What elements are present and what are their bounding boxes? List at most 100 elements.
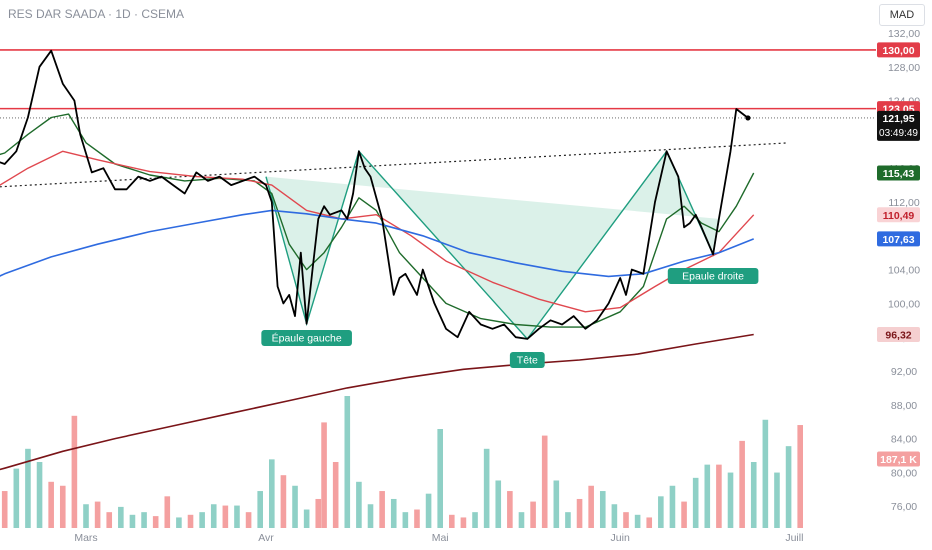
- volume-bar: [750, 462, 757, 528]
- volume-bar: [13, 468, 20, 528]
- volume-bar: [390, 498, 397, 528]
- price-line: [0, 49, 751, 340]
- volume-bar: [187, 514, 194, 528]
- axis-value-labels: 130,00123,05121,9503:49:49115,43110,4910…: [877, 42, 920, 467]
- volume-bar: [437, 429, 443, 528]
- volume-bar: [785, 446, 792, 528]
- volume-bar: [106, 512, 113, 528]
- head-label-bg: [509, 352, 545, 368]
- volume-bar: [367, 504, 374, 528]
- ma-red-label: 110,49: [883, 210, 915, 222]
- volume-bar: [460, 517, 467, 528]
- ma-blue-series: [0, 209, 754, 278]
- volume-bar: [507, 491, 513, 528]
- volume-bar: [541, 435, 548, 528]
- volume-bar: [210, 504, 217, 528]
- volume-bar: [83, 504, 89, 528]
- y-tick-label: 76,00: [891, 501, 917, 513]
- volume-bar: [599, 491, 606, 528]
- head-and-shoulders-pattern: [0, 142, 789, 340]
- right-shoulder-label-bg: [667, 268, 759, 284]
- volume-bar: [280, 475, 287, 528]
- symbol-title: RES DAR SAADA · 1D · CSEMA: [8, 7, 185, 21]
- price-series: [0, 49, 749, 340]
- y-tick-label: 100,00: [888, 298, 920, 310]
- volume-bar: [245, 512, 252, 528]
- pattern-annotations: Épaule gauche Tête Epaule droite: [261, 268, 759, 368]
- moving-averages: [0, 113, 755, 471]
- last-price-tag-bg: [877, 110, 920, 141]
- volume-bar: [414, 509, 420, 528]
- x-tick-label: Juin: [611, 532, 630, 544]
- y-tick-label: 80,00: [891, 467, 917, 479]
- volume-bar: [257, 491, 263, 528]
- volume-bar: [234, 505, 240, 528]
- time-axis[interactable]: Mars Avr Mai Juin Juill: [74, 532, 803, 544]
- volume-bar: [59, 485, 66, 528]
- currency-button[interactable]: MAD: [879, 4, 925, 26]
- y-tick-label: 84,00: [891, 434, 917, 446]
- y-tick-label: 92,00: [891, 366, 917, 378]
- volume-bar: [472, 512, 478, 528]
- ma-darkred-label-bg: [877, 326, 920, 342]
- ma-blue-label: 107,63: [882, 234, 914, 246]
- resistance-130-label-bg: [877, 42, 920, 58]
- volume-bar: [658, 496, 664, 528]
- volume-bar: [402, 512, 409, 528]
- volume-bar: [1, 491, 8, 528]
- ma-darkred-series: [0, 333, 754, 471]
- volume-bar: [356, 481, 362, 528]
- neckline: [0, 142, 789, 188]
- head-label: Tête: [517, 355, 538, 367]
- volume-bar: [518, 512, 525, 528]
- volume-bar: [48, 481, 54, 528]
- volume-bar: [739, 440, 745, 528]
- volume-bar: [565, 512, 571, 528]
- volume-bar: [164, 496, 171, 528]
- volume-bar: [303, 509, 310, 528]
- y-tick-label: 112,00: [888, 197, 919, 209]
- ma-green-label: 115,43: [883, 168, 915, 180]
- left-shoulder-label-bg: [261, 330, 352, 346]
- volume-bar: [797, 425, 803, 528]
- volume-label: 187,1 K: [880, 454, 917, 466]
- volume-bar: [634, 514, 641, 528]
- volume-bar: [727, 472, 734, 528]
- volume-bar: [71, 415, 78, 528]
- volume-bar: [141, 512, 147, 528]
- volume-bar: [623, 512, 629, 528]
- volume-bar: [344, 396, 351, 528]
- countdown-label: 03:49:49: [879, 128, 918, 139]
- volume-bar: [118, 506, 124, 528]
- volume-bar: [152, 516, 159, 528]
- ma-blue-label-bg: [877, 231, 920, 247]
- volume-bar: [530, 501, 536, 528]
- last-price-label: 121,95: [882, 113, 914, 125]
- volume-bar: [669, 485, 676, 528]
- volume-bars: [1, 396, 803, 528]
- volume-label-bg: [877, 451, 920, 467]
- volume-bar: [176, 517, 182, 528]
- volume-bar: [292, 485, 298, 528]
- x-tick-label: Mars: [74, 532, 97, 544]
- volume-bar: [692, 477, 699, 528]
- volume-bar: [25, 448, 31, 528]
- volume-bar: [321, 422, 327, 528]
- volume-bar: [646, 517, 653, 528]
- reference-lines: [0, 49, 876, 119]
- volume-bar: [704, 464, 711, 528]
- x-tick-label: Juill: [785, 532, 803, 544]
- price-axis[interactable]: 132,00128,00124,00120,00116,00112,00108,…: [888, 28, 920, 513]
- volume-bar: [774, 472, 780, 528]
- pattern-fill: [266, 151, 719, 339]
- volume-bar: [681, 501, 687, 528]
- y-tick-label: 128,00: [888, 62, 920, 74]
- y-tick-label: 88,00: [891, 400, 917, 412]
- resistance-130-label: 130,00: [882, 45, 914, 57]
- ma-red-series: [0, 150, 755, 313]
- volume-bar: [495, 480, 502, 528]
- volume-bar: [332, 462, 339, 528]
- y-tick-label: 132,00: [888, 28, 920, 40]
- volume-bar: [716, 464, 722, 528]
